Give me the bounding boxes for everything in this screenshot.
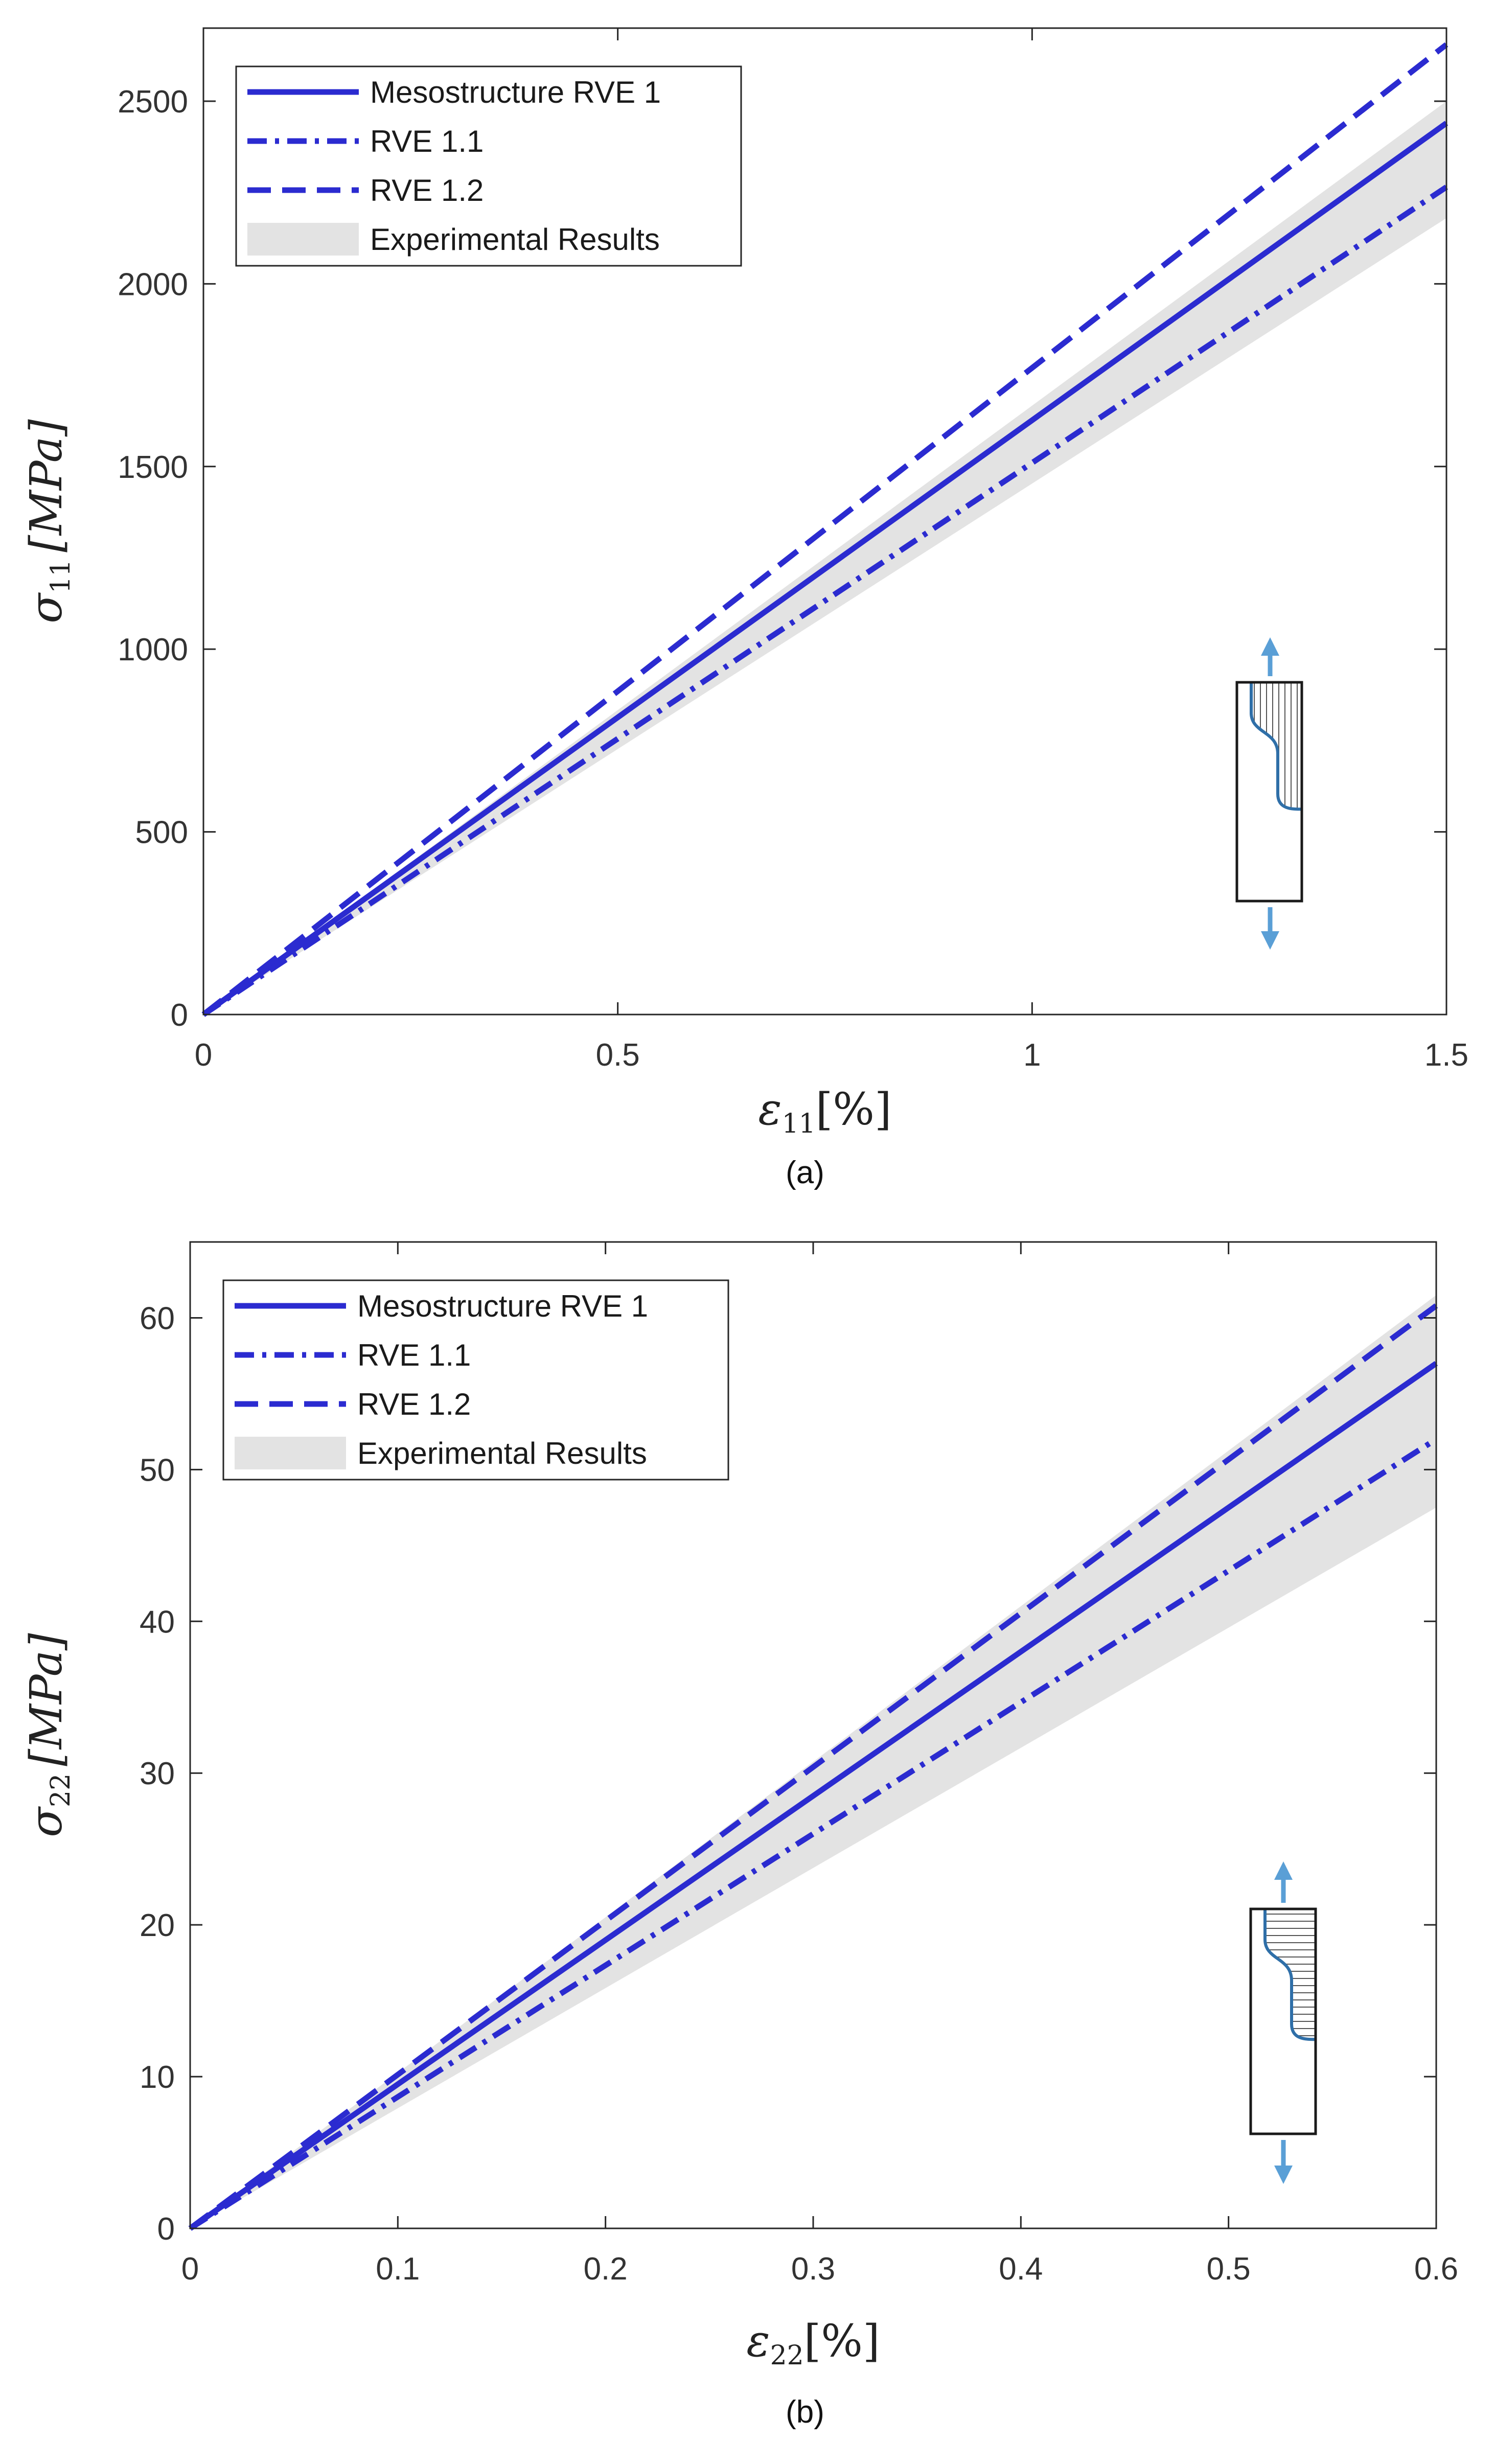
series-line-mesostructure-rve-1 — [201, 121, 1448, 1017]
specimen-hatch — [1265, 1909, 1316, 2040]
legend-swatch-band — [235, 1437, 346, 1469]
legend-label: RVE 1.1 — [357, 1338, 471, 1372]
series-line-mesostructure-rve-1 — [188, 1361, 1438, 2231]
specimen-interface-curve — [1263, 1909, 1316, 2041]
y-tick-label: 40 — [140, 1604, 175, 1640]
x-tick-label: 0.4 — [999, 2251, 1043, 2287]
series-line-rve-1-1 — [189, 1437, 1438, 2231]
x-tick-label: 0.5 — [596, 1038, 640, 1073]
legend: Mesostructure RVE 1 RVE 1.1 RVE 1.2 Experim… — [222, 1279, 729, 1481]
series-line-rve-1-2 — [188, 1303, 1438, 2231]
x-tick-label: 0.2 — [584, 2251, 628, 2287]
experimental-band — [190, 1295, 1436, 2228]
y-tick-label: 2000 — [118, 267, 188, 302]
specimen-inset — [1235, 637, 1303, 950]
x-tick-label: 1 — [1023, 1038, 1041, 1073]
legend-label: RVE 1.2 — [370, 173, 484, 208]
legend-swatch-band — [247, 223, 359, 256]
chart-panel-1: 0 0.5 1 1.5 0 500 1000 1500 2000 2500 ε11[%] σ11[MP… — [21, 27, 1468, 1190]
legend-label: RVE 1.2 — [357, 1387, 471, 1421]
chart-panel-2: 0 0.1 0.2 0.3 0.4 0.5 0.6 0 10 20 30 40 50 60 ε22[%] σ2… — [21, 1241, 1458, 2430]
x-axis-label: ε11[%] — [758, 1084, 891, 1139]
y-tick-label: 10 — [140, 2060, 175, 2095]
y-tick-label: 1500 — [118, 450, 188, 485]
specimen-interface-curve — [1250, 682, 1302, 811]
y-tick-label: 500 — [135, 815, 188, 850]
legend-label: Mesostructure RVE 1 — [370, 75, 661, 109]
legend: Mesostructure RVE 1 RVE 1.1 RVE 1.2 Experim… — [235, 65, 742, 267]
y-tick-label: 0 — [157, 2212, 175, 2247]
y-axis-label: σ11[MPa] — [21, 419, 76, 624]
x-tick-label: 0.1 — [376, 2251, 420, 2287]
y-tick-label: 20 — [140, 1908, 175, 1943]
y-tick-label: 1000 — [118, 632, 188, 667]
x-tick-label: 1.5 — [1424, 1038, 1468, 1073]
y-tick-label: 60 — [140, 1301, 175, 1336]
y-axis-label: σ22[MPa] — [21, 1633, 76, 1837]
specimen-border — [1249, 1907, 1317, 2135]
specimen-border — [1235, 681, 1303, 903]
legend-label: Mesostructure RVE 1 — [357, 1289, 648, 1323]
x-axis-label: ε22[%] — [746, 2316, 880, 2371]
panel-caption: (b) — [786, 2394, 824, 2430]
x-tick-label: 0 — [195, 1038, 212, 1073]
series-line-rve-1-1 — [201, 185, 1448, 1017]
legend-label: RVE 1.1 — [370, 124, 484, 158]
panel-caption: (a) — [786, 1155, 824, 1190]
y-tick-label: 50 — [140, 1453, 175, 1488]
specimen-inset — [1249, 1861, 1317, 2184]
x-tick-label: 0.3 — [791, 2251, 835, 2287]
legend-label: Experimental Results — [357, 1436, 647, 1470]
x-tick-label: 0.5 — [1207, 2251, 1251, 2287]
experimental-band — [203, 101, 1446, 1015]
y-tick-label: 2500 — [118, 84, 188, 120]
y-tick-label: 30 — [140, 1756, 175, 1791]
axes-frame — [202, 27, 1447, 1016]
x-tick-label: 0 — [181, 2251, 199, 2287]
legend-label: Experimental Results — [370, 222, 660, 257]
series-line-rve-1-2 — [201, 42, 1448, 1017]
x-tick-label: 0.6 — [1414, 2251, 1458, 2287]
y-tick-label: 0 — [171, 998, 188, 1033]
